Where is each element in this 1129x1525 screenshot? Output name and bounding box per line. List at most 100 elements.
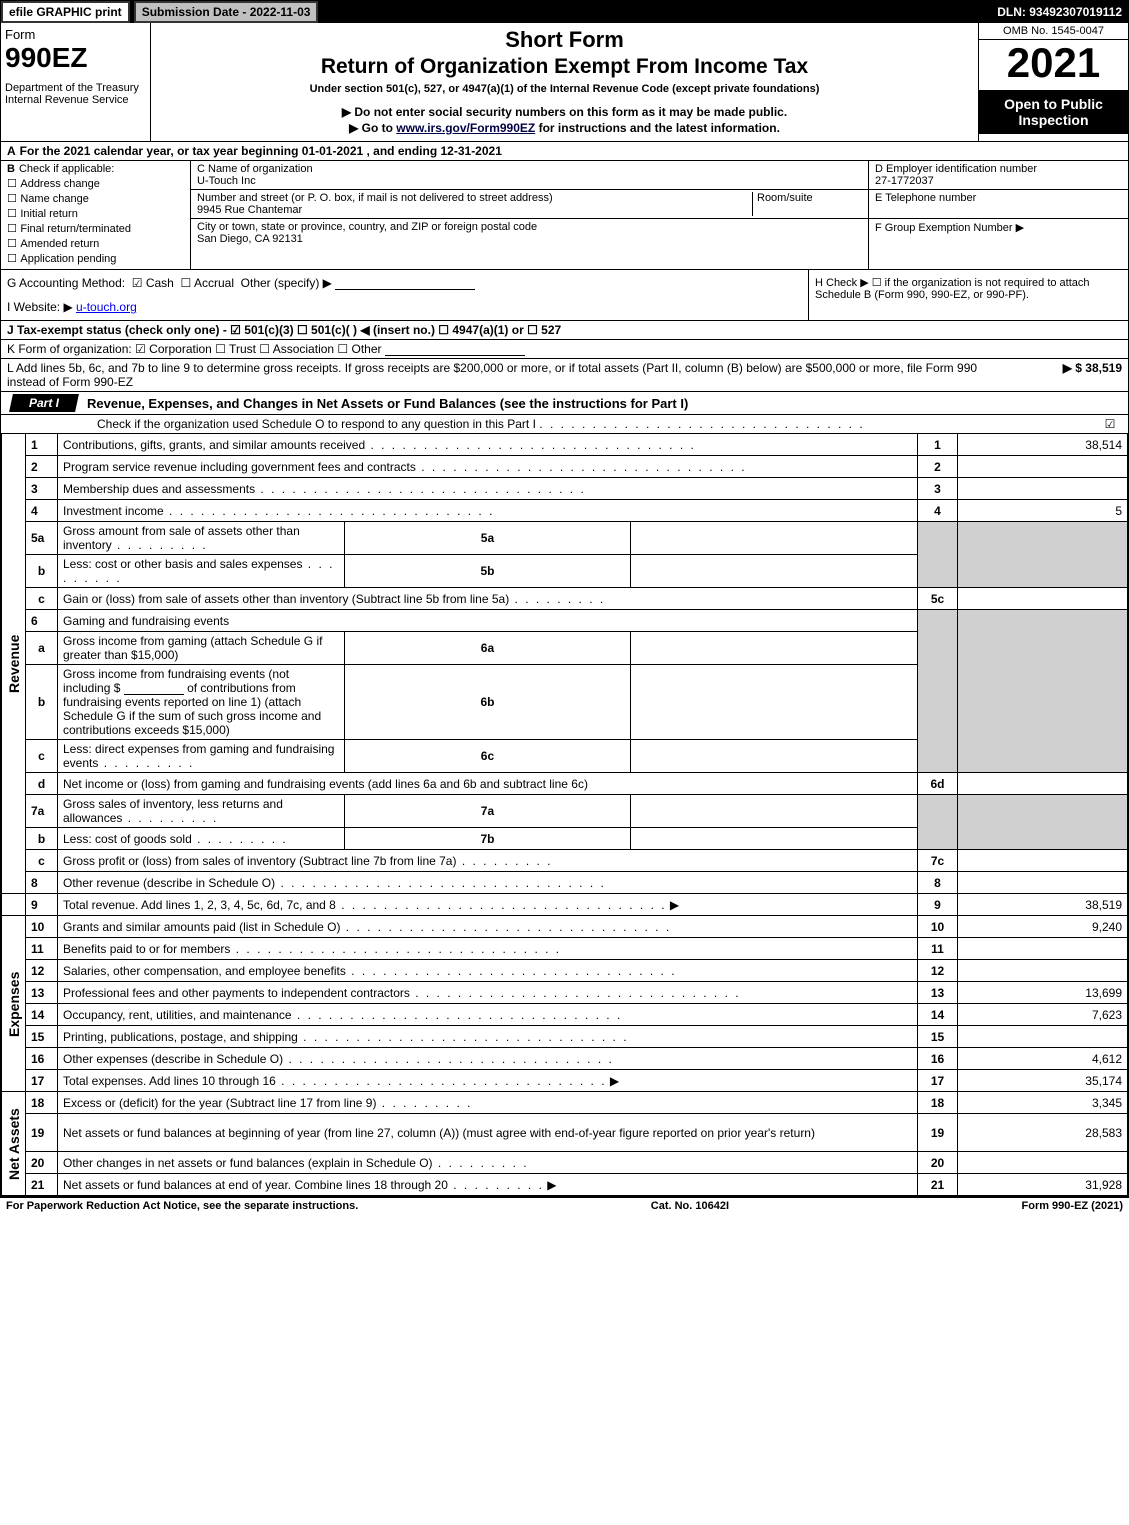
line-desc: Excess or (deficit) for the year (Subtra… — [63, 1096, 472, 1110]
cb-application-pending[interactable]: Application pending — [7, 252, 184, 265]
grey-cell — [958, 795, 1128, 850]
grey-cell — [918, 795, 958, 850]
table-row: 2 Program service revenue including gove… — [2, 456, 1128, 478]
line-desc: Less: direct expenses from gaming and fu… — [63, 742, 334, 770]
line-num: d — [26, 773, 58, 795]
mini-code: 6c — [344, 740, 631, 773]
part1-check-text: Check if the organization used Schedule … — [97, 417, 536, 431]
line-code: 4 — [918, 500, 958, 522]
open-to-public: Open to Public Inspection — [979, 90, 1128, 134]
goto-pre: ▶ Go to — [349, 121, 396, 135]
cb-name-change[interactable]: Name change — [7, 192, 184, 205]
line-num: 1 — [26, 434, 58, 456]
line-num: 21 — [26, 1174, 58, 1196]
line-code: 20 — [918, 1152, 958, 1174]
cb-initial-return[interactable]: Initial return — [7, 207, 184, 220]
mini-code: 5b — [344, 555, 631, 588]
line-amount — [958, 938, 1128, 960]
line-amount: 7,623 — [958, 1004, 1128, 1026]
mini-code: 5a — [344, 522, 631, 555]
line-desc: Gross amount from sale of assets other t… — [63, 524, 300, 552]
ein: 27-1772037 — [875, 175, 934, 187]
table-row: 17 Total expenses. Add lines 10 through … — [2, 1070, 1128, 1092]
line-code: 2 — [918, 456, 958, 478]
line-desc: Program service revenue including govern… — [63, 460, 747, 474]
line-desc: Investment income — [63, 504, 494, 518]
table-row: 3 Membership dues and assessments 3 — [2, 478, 1128, 500]
line-amount: 9,240 — [958, 916, 1128, 938]
website-link[interactable]: u-touch.org — [76, 300, 137, 314]
table-row: 8 Other revenue (describe in Schedule O)… — [2, 872, 1128, 894]
header-mid: Short Form Return of Organization Exempt… — [151, 23, 978, 141]
mini-code: 7b — [344, 828, 631, 850]
cb-amended-return[interactable]: Amended return — [7, 237, 184, 250]
line-code: 18 — [918, 1092, 958, 1114]
table-row: 19 Net assets or fund balances at beginn… — [2, 1114, 1128, 1152]
grey-cell — [918, 522, 958, 588]
line-amount — [958, 478, 1128, 500]
line-num: c — [26, 850, 58, 872]
line-k-blank — [385, 344, 525, 356]
line-a-text: For the 2021 calendar year, or tax year … — [20, 144, 502, 158]
mini-amount — [631, 632, 918, 665]
table-row: Net Assets 18 Excess or (deficit) for th… — [2, 1092, 1128, 1114]
line-num: 16 — [26, 1048, 58, 1070]
cb-address-change[interactable]: Address change — [7, 177, 184, 190]
line-code: 6d — [918, 773, 958, 795]
mini-amount — [631, 522, 918, 555]
line-j-text: J Tax-exempt status (check only one) - ☑… — [7, 323, 561, 337]
goto-instruction: ▶ Go to www.irs.gov/Form990EZ for instru… — [159, 121, 970, 135]
form-number: 990EZ — [5, 42, 146, 74]
line-num: c — [26, 740, 58, 773]
line-num: b — [26, 828, 58, 850]
part1-check-line: Check if the organization used Schedule … — [1, 414, 1128, 433]
table-row: 9 Total revenue. Add lines 1, 2, 3, 4, 5… — [2, 894, 1128, 916]
line-g-label: G Accounting Method: — [7, 276, 125, 290]
mini-amount — [631, 828, 918, 850]
line-num: 6 — [26, 610, 58, 632]
line-amount — [958, 588, 1128, 610]
mini-amount — [631, 795, 918, 828]
part1-header: Part I Revenue, Expenses, and Changes in… — [1, 391, 1128, 414]
acct-accrual: Accrual — [194, 276, 234, 290]
line-num: 20 — [26, 1152, 58, 1174]
line-code: 5c — [918, 588, 958, 610]
table-row: 20 Other changes in net assets or fund b… — [2, 1152, 1128, 1174]
expenses-label: Expenses — [2, 916, 26, 1092]
line-num: 12 — [26, 960, 58, 982]
line-num: c — [26, 588, 58, 610]
line-desc: Occupancy, rent, utilities, and maintena… — [63, 1008, 622, 1022]
table-row: d Net income or (loss) from gaming and f… — [2, 773, 1128, 795]
line-num: b — [26, 555, 58, 588]
mini-code: 7a — [344, 795, 631, 828]
line-code: 10 — [918, 916, 958, 938]
box-c: C Name of organization U-Touch Inc Numbe… — [191, 161, 868, 269]
line-desc: Grants and similar amounts paid (list in… — [63, 920, 671, 934]
table-row: c Gross profit or (loss) from sales of i… — [2, 850, 1128, 872]
topbar: efile GRAPHIC print Submission Date - 20… — [1, 1, 1128, 23]
line-num: 13 — [26, 982, 58, 1004]
line-desc: Gain or (loss) from sale of assets other… — [63, 592, 605, 606]
room-label: Room/suite — [757, 192, 813, 204]
box-b-title: Check if applicable: — [19, 163, 114, 175]
line-code: 3 — [918, 478, 958, 500]
line-code: 19 — [918, 1114, 958, 1152]
part1-title: Revenue, Expenses, and Changes in Net As… — [77, 396, 688, 411]
mini-code: 6a — [344, 632, 631, 665]
line-amount: 13,699 — [958, 982, 1128, 1004]
line-num: 17 — [26, 1070, 58, 1092]
line-j: J Tax-exempt status (check only one) - ☑… — [1, 320, 1128, 339]
cb-final-return[interactable]: Final return/terminated — [7, 222, 184, 235]
line-g-h: G Accounting Method: ☑ Cash ☐ Accrual Ot… — [1, 269, 1128, 320]
table-row: 21 Net assets or fund balances at end of… — [2, 1174, 1128, 1196]
irs-link[interactable]: www.irs.gov/Form990EZ — [396, 121, 535, 135]
acct-other-blank — [335, 278, 475, 290]
line-code: 7c — [918, 850, 958, 872]
line-desc: Total revenue. Add lines 1, 2, 3, 4, 5c,… — [63, 898, 667, 912]
line-amount — [958, 1152, 1128, 1174]
part1-label: Part I — [9, 394, 79, 412]
line-num: 10 — [26, 916, 58, 938]
efile-print-button[interactable]: efile GRAPHIC print — [1, 1, 130, 23]
line-num: a — [26, 632, 58, 665]
line-k-text: K Form of organization: ☑ Corporation ☐ … — [7, 342, 382, 356]
